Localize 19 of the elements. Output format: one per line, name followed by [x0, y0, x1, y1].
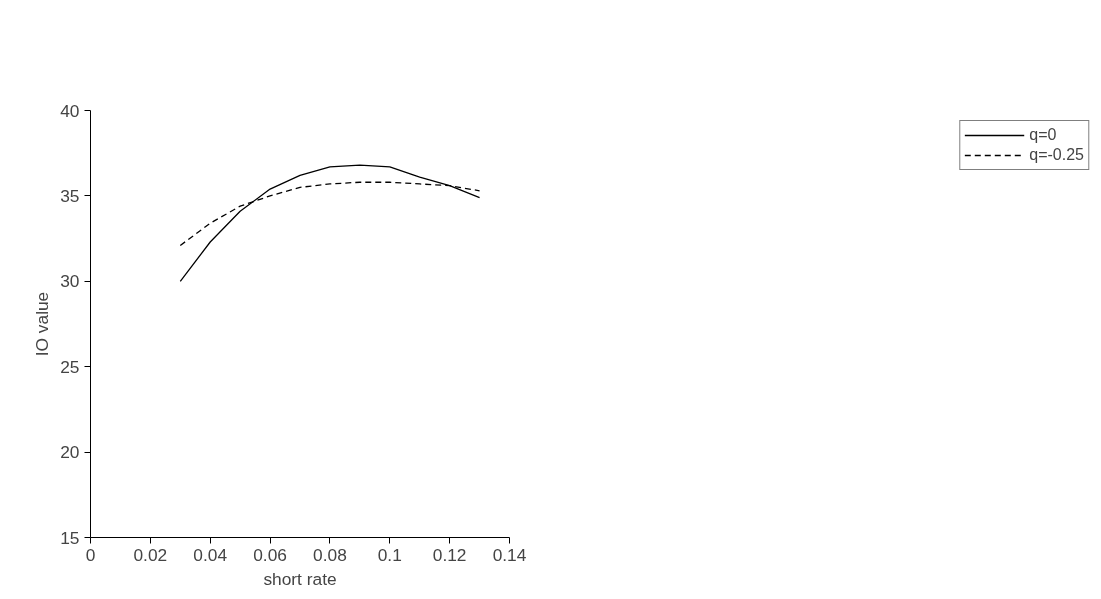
y-tick-label: 15 — [60, 527, 80, 548]
x-tick-label: 0.12 — [432, 544, 467, 565]
y-tick-label: 30 — [60, 271, 80, 292]
y-tick-label: 20 — [60, 442, 80, 463]
x-tick-label: 0 — [85, 544, 96, 565]
x-tick-label: 0.08 — [313, 544, 347, 565]
y-tick-label: 25 — [60, 356, 80, 377]
x-axis-title: short rate — [263, 568, 337, 589]
x-tick-label: 0.06 — [253, 544, 287, 565]
legend-label: q=-0.25 — [1029, 146, 1084, 164]
y-tick-label: 35 — [60, 185, 80, 206]
x-tick-label: 0.04 — [193, 544, 228, 565]
x-tick-label: 0.02 — [133, 544, 168, 565]
x-tick-label: 0.1 — [377, 544, 402, 565]
y-axis-title: IO value — [32, 291, 53, 357]
legend-label: q=0 — [1029, 126, 1057, 144]
line-series — [179, 164, 481, 282]
x-tick-label: 0.14 — [492, 544, 527, 565]
y-tick-label: 40 — [60, 100, 80, 121]
